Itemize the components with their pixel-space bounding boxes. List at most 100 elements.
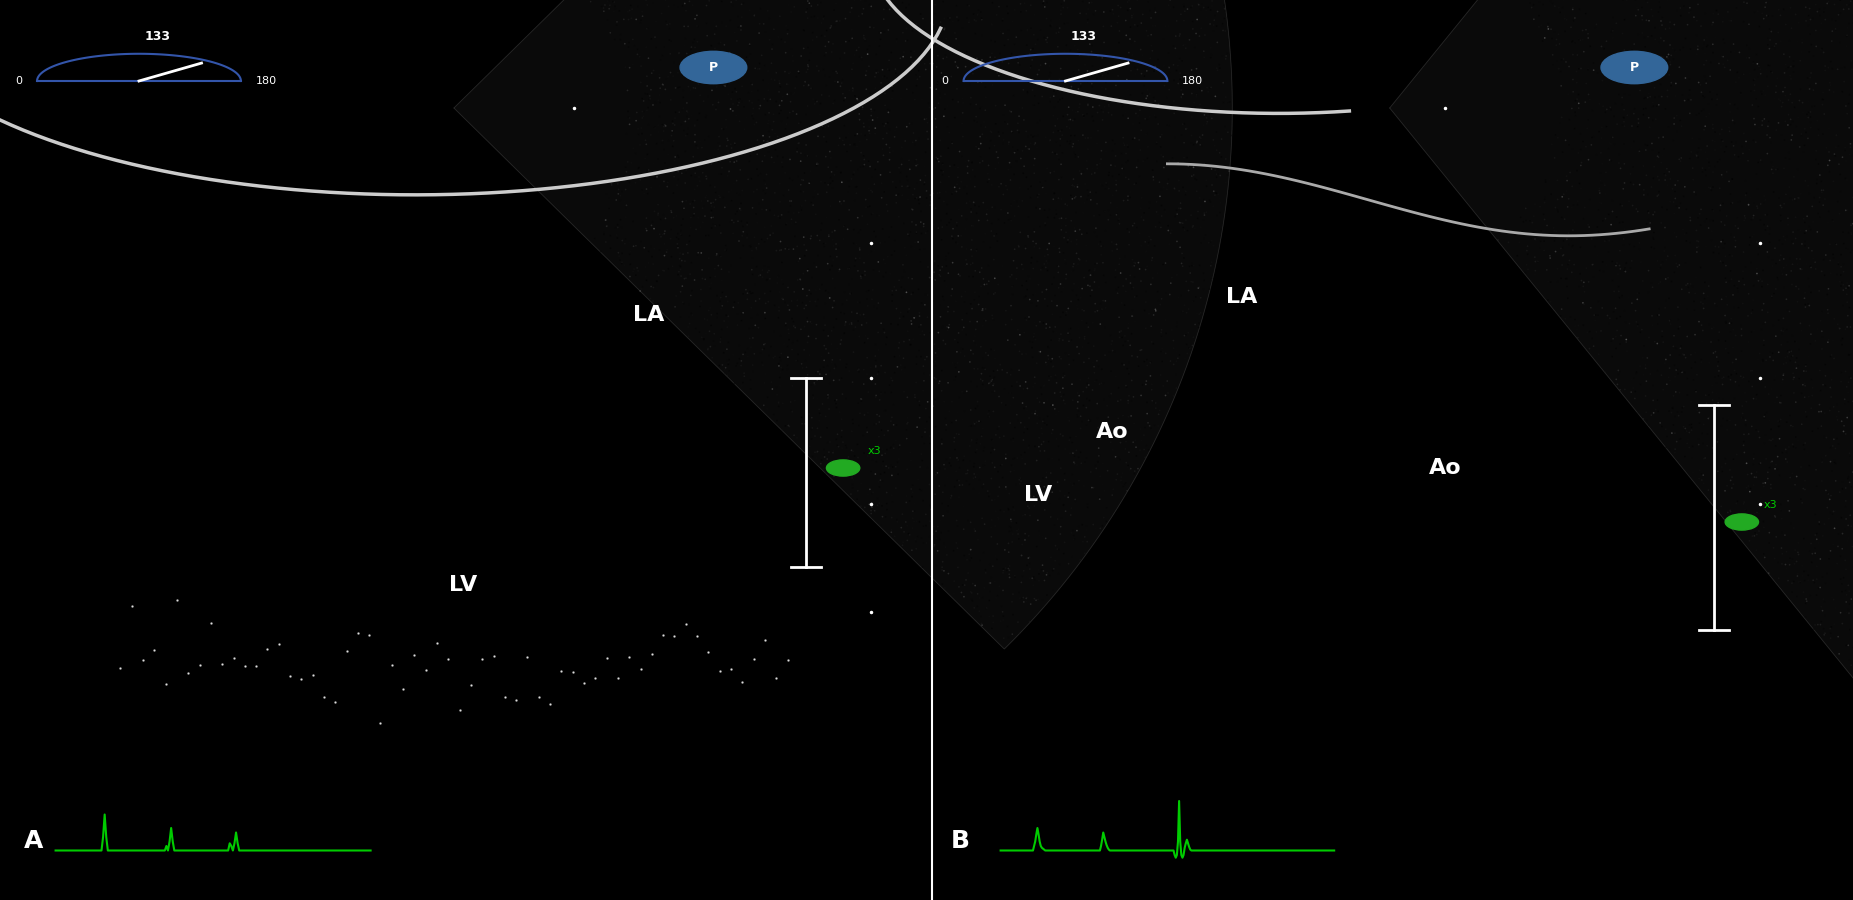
- Point: [1062, 299, 1091, 313]
- Point: [1043, 453, 1073, 467]
- Point: [758, 226, 788, 240]
- Point: [732, 50, 762, 65]
- Point: [760, 73, 789, 87]
- Point: [1844, 97, 1853, 112]
- Point: [1121, 67, 1151, 81]
- Point: [1025, 430, 1054, 445]
- Point: [980, 504, 1010, 518]
- Point: [1801, 617, 1831, 632]
- Point: [852, 425, 882, 439]
- Point: [1668, 222, 1697, 237]
- Point: [1736, 364, 1766, 378]
- Point: [897, 239, 926, 254]
- Point: [791, 138, 821, 152]
- Point: [1707, 254, 1736, 268]
- Point: [749, 398, 778, 412]
- Point: [912, 536, 941, 550]
- Point: [1701, 299, 1731, 313]
- Point: [1657, 287, 1686, 302]
- Point: [1544, 27, 1573, 41]
- Point: [1612, 108, 1642, 122]
- Point: [1758, 346, 1788, 361]
- Point: [1090, 510, 1119, 525]
- Point: [1021, 376, 1051, 391]
- Point: [958, 155, 988, 169]
- Point: [791, 417, 821, 431]
- Point: [852, 217, 882, 231]
- Point: [1816, 54, 1846, 68]
- Point: [767, 273, 797, 287]
- Point: [1130, 153, 1160, 167]
- Point: [758, 37, 788, 51]
- Point: [1577, 331, 1607, 346]
- Point: [1751, 405, 1781, 419]
- Point: [1647, 61, 1677, 76]
- Point: [1023, 68, 1053, 82]
- Point: [1744, 425, 1773, 439]
- Point: [1149, 149, 1179, 164]
- Point: [1758, 166, 1788, 180]
- Point: [1128, 355, 1158, 369]
- Point: [728, 184, 758, 198]
- Point: [1062, 237, 1091, 251]
- Point: [706, 226, 736, 240]
- Point: [1166, 240, 1195, 255]
- Point: [1134, 418, 1164, 433]
- Point: [919, 56, 949, 70]
- Point: [1117, 327, 1147, 341]
- Point: [943, 229, 973, 243]
- Point: [1045, 212, 1075, 226]
- Point: [1575, 302, 1605, 317]
- Point: [1753, 208, 1783, 222]
- Point: [915, 16, 945, 31]
- Point: [1108, 161, 1138, 176]
- Point: [630, 186, 660, 201]
- Point: [1047, 7, 1077, 22]
- Point: [1545, 87, 1575, 102]
- Point: [1675, 418, 1705, 432]
- Point: [710, 78, 739, 93]
- Point: [967, 352, 997, 366]
- Point: [1807, 304, 1836, 319]
- Point: [1204, 162, 1234, 176]
- Point: [1045, 572, 1075, 587]
- Point: [1132, 259, 1162, 274]
- Point: [1090, 348, 1119, 363]
- Point: [915, 514, 945, 528]
- Point: [1703, 155, 1733, 169]
- Point: [1088, 293, 1117, 308]
- Point: [1803, 507, 1833, 521]
- Point: [1797, 546, 1827, 561]
- Point: [1195, 282, 1225, 296]
- Point: [1683, 367, 1712, 382]
- Point: [1781, 7, 1810, 22]
- Point: [1760, 41, 1790, 56]
- Point: [1582, 194, 1612, 208]
- Point: [1112, 483, 1141, 498]
- Point: [817, 355, 847, 369]
- Point: [1534, 22, 1564, 36]
- Point: [732, 286, 762, 301]
- Point: [767, 59, 797, 74]
- Point: [615, 111, 645, 125]
- Point: [1683, 14, 1712, 28]
- Point: [1053, 82, 1082, 96]
- Point: [895, 116, 925, 130]
- Point: [1653, 54, 1683, 68]
- Point: [1573, 87, 1603, 102]
- Point: [1127, 210, 1156, 224]
- Point: [1588, 74, 1618, 88]
- Point: [1781, 335, 1810, 349]
- Point: [754, 124, 784, 139]
- Point: [1054, 322, 1084, 337]
- Point: [674, 328, 704, 343]
- Point: [1705, 391, 1734, 405]
- Point: [1825, 485, 1853, 500]
- Point: [674, 238, 704, 253]
- Point: [1786, 386, 1816, 400]
- Point: [982, 57, 1012, 71]
- Point: [1764, 418, 1794, 433]
- Point: [1558, 72, 1588, 86]
- Point: [1834, 470, 1853, 484]
- Point: [847, 269, 876, 284]
